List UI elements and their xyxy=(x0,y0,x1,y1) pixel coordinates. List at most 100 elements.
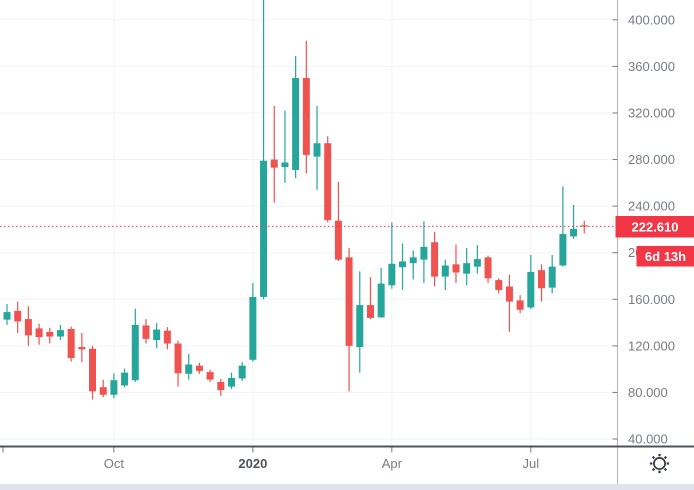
price-tick-label: 120.000 xyxy=(628,338,675,353)
bottom-strip xyxy=(0,484,694,490)
candle-body xyxy=(345,257,353,346)
candle-body xyxy=(174,343,182,374)
candle xyxy=(441,259,449,290)
candle xyxy=(227,372,235,389)
candle-body xyxy=(441,265,449,277)
price-tick-label: 40.000 xyxy=(628,432,668,447)
last-price-value: 222.610 xyxy=(632,220,679,235)
candle xyxy=(260,0,268,300)
candle xyxy=(452,244,460,283)
candle-body xyxy=(334,220,342,260)
candle xyxy=(292,55,300,179)
candle-body xyxy=(121,372,129,386)
candle xyxy=(345,248,353,392)
time-tick-label: 2020 xyxy=(238,456,267,471)
candle xyxy=(195,362,203,374)
candle-body xyxy=(89,348,97,392)
candle-body xyxy=(24,319,32,336)
candle xyxy=(206,369,214,382)
candle xyxy=(377,267,385,318)
candle-body xyxy=(516,300,524,310)
candle-body xyxy=(484,257,492,279)
price-tick-label: 360.000 xyxy=(628,59,675,74)
price-tick-label: 400.000 xyxy=(628,12,675,27)
candle-body xyxy=(538,270,545,289)
price-tick-label: 320.000 xyxy=(628,105,675,120)
candle-body xyxy=(249,296,257,360)
candle xyxy=(217,379,225,396)
candle-body xyxy=(217,381,225,391)
candle-body xyxy=(206,372,214,380)
candle xyxy=(409,250,417,280)
candle xyxy=(527,255,535,310)
candle xyxy=(67,326,75,362)
candle-body xyxy=(548,266,556,288)
candle xyxy=(35,323,43,345)
candle-body xyxy=(399,261,407,268)
candle-body xyxy=(56,330,64,337)
gear-tooth xyxy=(651,455,656,460)
candle-body xyxy=(570,228,578,237)
candle-body xyxy=(99,387,107,395)
candle xyxy=(559,186,567,267)
gear-tooth xyxy=(663,467,668,472)
candle xyxy=(46,327,54,344)
candle xyxy=(238,362,246,381)
countdown-value: 6d 13h xyxy=(645,249,686,264)
candle-body xyxy=(452,264,460,273)
candle xyxy=(399,243,407,290)
candle-countdown-badge: 6d 13h xyxy=(636,246,694,267)
candle xyxy=(249,282,257,362)
price-tick-label: 160.000 xyxy=(628,292,675,307)
price-tick-label: 240.000 xyxy=(628,199,675,214)
candle xyxy=(570,204,578,239)
candle xyxy=(24,306,32,346)
gear-icon[interactable] xyxy=(649,453,670,474)
candle xyxy=(420,221,428,283)
candle-body xyxy=(195,365,203,371)
candle xyxy=(334,181,342,261)
time-tick-label: Jul xyxy=(522,456,539,471)
price-tick-label: 280.000 xyxy=(628,152,675,167)
candle xyxy=(484,255,492,283)
time-axis[interactable]: Oct 2020 Apr Jul xyxy=(2,447,539,472)
candle xyxy=(14,301,22,334)
candle-body xyxy=(431,242,439,277)
candle-body xyxy=(366,305,374,318)
candle xyxy=(163,327,171,350)
candle xyxy=(473,245,481,274)
candle-body xyxy=(409,257,417,264)
candle-body xyxy=(3,312,11,320)
candle-body xyxy=(78,347,86,350)
candle xyxy=(281,110,289,183)
candle-body xyxy=(131,324,139,381)
candle xyxy=(153,323,161,349)
candle-body xyxy=(67,328,75,359)
last-price-label: 222.610 xyxy=(615,216,694,238)
candle xyxy=(366,277,374,320)
time-tick-label: Apr xyxy=(382,456,403,471)
candle-body xyxy=(388,263,396,286)
price-tick-label: 80.000 xyxy=(628,385,668,400)
candle xyxy=(121,368,129,388)
candle xyxy=(99,379,107,398)
candle xyxy=(356,271,364,373)
candle xyxy=(131,308,139,382)
candle xyxy=(505,274,513,332)
candle xyxy=(538,264,545,302)
candle xyxy=(142,319,150,344)
candle-body xyxy=(270,159,278,168)
candle xyxy=(324,136,332,223)
candle xyxy=(495,278,503,294)
candle-body xyxy=(281,162,289,168)
candle xyxy=(388,222,396,289)
candle xyxy=(548,255,556,294)
candle-body xyxy=(302,78,310,155)
candle-body xyxy=(292,78,300,171)
candle-body xyxy=(356,305,364,348)
candle-body xyxy=(495,280,503,290)
candle-body xyxy=(153,329,161,341)
